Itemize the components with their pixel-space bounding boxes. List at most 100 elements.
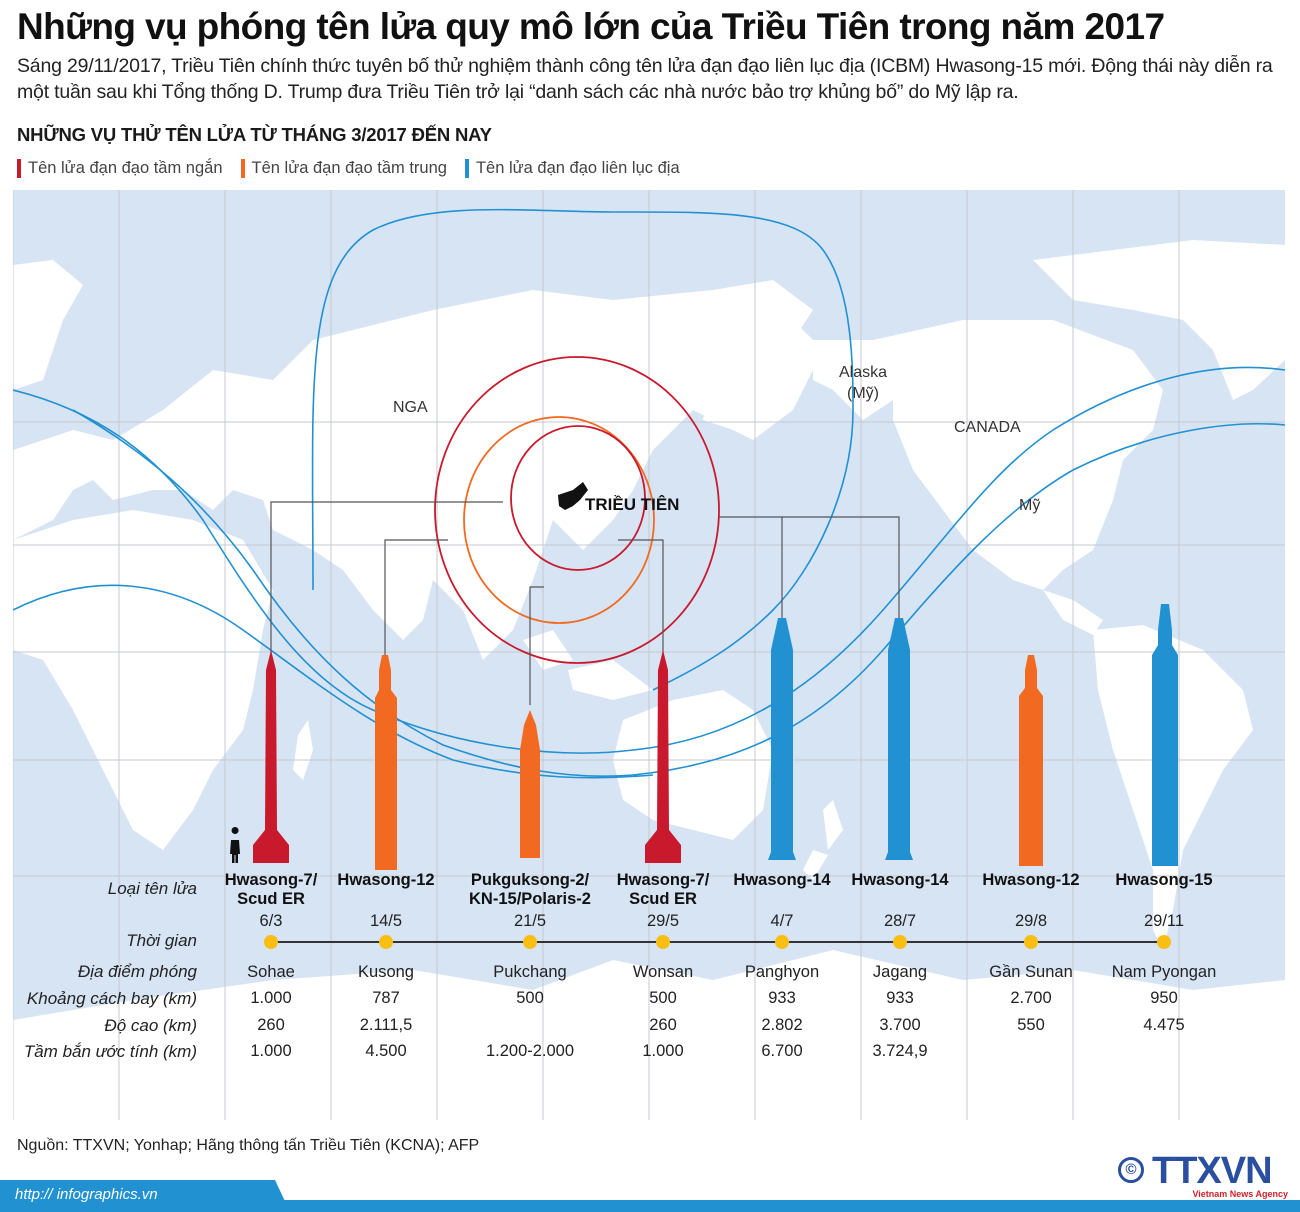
missile-name: Pukguksong-2/ — [470, 871, 590, 889]
altitude: 3.700 — [879, 1016, 921, 1034]
logo-wordmark: TTXVN — [1152, 1150, 1273, 1192]
world-map: NGA TRIỀU TIÊN Alaska (Mỹ) CANADA Mỹ — [13, 190, 1285, 1120]
copyright-icon: © — [1118, 1157, 1144, 1183]
launch-date: 29/8 — [1014, 912, 1048, 930]
medium-range-swatch-icon — [240, 159, 245, 178]
footer-url-link[interactable]: http:// infographics.vn — [15, 1186, 158, 1203]
launch-date: 29/5 — [646, 912, 680, 930]
row-label-date: Thời gian — [126, 931, 197, 950]
launch-site: Gần Sunan — [989, 963, 1073, 981]
launch-date: 21/5 — [513, 912, 547, 930]
launch-site: Nam Pyongan — [1111, 963, 1217, 981]
launch-date: 29/11 — [1143, 912, 1185, 930]
leader-lines — [270, 501, 900, 705]
icbm-range-curves — [13, 208, 1285, 779]
label-north-korea: TRIỀU TIÊN — [585, 495, 680, 514]
north-korea-shape-icon — [558, 482, 588, 510]
legend-item-medium-range: Tên lửa đạn đạo tầm trung — [240, 159, 447, 178]
launch-date: 28/7 — [883, 912, 917, 930]
launch-site: Wonsan — [632, 963, 694, 981]
launch-col-6: Hwasong-14 — [851, 871, 948, 890]
missile-name: Hwasong-15 — [1115, 871, 1213, 889]
missile-hwasong-7-icon — [253, 650, 289, 863]
flight-distance: 933 — [886, 989, 914, 1007]
est-range: 1.000 — [642, 1042, 684, 1060]
launch-date: 4/7 — [770, 912, 794, 930]
row-label-type: Loại tên lửa — [107, 879, 197, 898]
launch-col-2: Hwasong-12 — [337, 871, 434, 890]
launch-site: Jagang — [872, 963, 928, 981]
legend-label: Tên lửa đạn đạo tầm trung — [251, 159, 447, 177]
flight-distance: 933 — [768, 989, 796, 1007]
flight-distance: 787 — [372, 989, 400, 1007]
row-label-site: Địa điểm phóng — [77, 962, 197, 981]
footer-bar — [0, 1200, 1300, 1212]
missile-name: Hwasong-7/ — [616, 871, 710, 889]
est-range: 1.200-2.000 — [485, 1042, 575, 1060]
launch-site: Kusong — [358, 963, 414, 981]
missile-name: Hwasong-14 — [733, 871, 831, 889]
missile-hwasong-7-second-icon — [645, 650, 681, 863]
outer-short-range-ring — [434, 356, 720, 664]
inner-short-range-ring — [510, 425, 646, 571]
legend-label: Tên lửa đạn đạo tầm ngắn — [28, 159, 223, 177]
label-alaska-sub: (Mỹ) — [847, 385, 879, 402]
altitude: 260 — [649, 1016, 677, 1034]
est-range: 3.724,9 — [872, 1042, 928, 1060]
missile-name: Hwasong-12 — [982, 871, 1080, 889]
timeline-dot — [523, 935, 537, 949]
est-range: 1.000 — [250, 1042, 292, 1060]
map-graphic — [13, 190, 1285, 1120]
launch-site: Sohae — [247, 963, 295, 981]
missile-name-2: Scud ER — [237, 890, 305, 908]
label-usa: Mỹ — [1019, 497, 1041, 514]
row-label-range: Tầm bắn ước tính (km) — [23, 1042, 197, 1061]
timeline-dot — [656, 935, 670, 949]
launch-col-4: Hwasong-7/ Scud ER — [617, 871, 710, 909]
missile-name: Hwasong-7/ — [224, 871, 318, 889]
map-grid — [13, 190, 1285, 1120]
launch-date: 6/3 — [259, 912, 283, 930]
altitude: 2.802 — [761, 1016, 803, 1034]
flight-distance: 500 — [516, 989, 544, 1007]
icbm-swatch-icon — [464, 159, 469, 178]
missile-silhouettes — [230, 604, 1178, 870]
launch-col-1: Hwasong-7/ Scud ER — [225, 871, 318, 909]
missile-name: Hwasong-12 — [337, 871, 435, 889]
label-russia: NGA — [393, 399, 428, 416]
timeline-dot — [775, 935, 789, 949]
missile-name-2: Scud ER — [629, 890, 697, 908]
missile-name: Hwasong-14 — [851, 871, 949, 889]
launch-col-3: Pukguksong-2/ KN-15/Polaris-2 — [469, 871, 591, 909]
missile-hwasong-15-icon — [1152, 604, 1178, 866]
flight-distance: 500 — [649, 989, 677, 1007]
launch-col-7: Hwasong-12 — [982, 871, 1079, 890]
timeline-line — [271, 941, 1164, 943]
timeline-dot — [893, 935, 907, 949]
launch-site: Pukchang — [493, 963, 567, 981]
label-alaska-name: Alaska — [839, 364, 888, 381]
missile-hwasong-14-second-icon — [885, 618, 913, 860]
legend-label: Tên lửa đạn đạo liên lục địa — [475, 159, 680, 177]
launch-site: Panghyon — [744, 963, 820, 981]
row-label-distance: Khoảng cách bay (km) — [26, 989, 197, 1008]
source-credit: Nguồn: TTXVN; Yonhap; Hãng thông tấn Tri… — [17, 1137, 480, 1154]
timeline-dot — [1024, 935, 1038, 949]
est-range: 4.500 — [365, 1042, 407, 1060]
altitude: 4.475 — [1143, 1016, 1185, 1034]
medium-range-ring — [463, 416, 655, 624]
flight-distance: 2.700 — [1010, 989, 1052, 1007]
label-canada: CANADA — [954, 419, 1021, 436]
footer-url-tab — [0, 1180, 290, 1212]
person-scale-icon — [230, 827, 240, 863]
missile-hwasong-14-icon — [768, 618, 796, 860]
section-subhead: NHỮNG VỤ THỬ TÊN LỬA TỪ THÁNG 3/2017 ĐẾN… — [17, 124, 492, 145]
launch-col-8: Hwasong-15 — [1115, 871, 1212, 890]
row-label-altitude: Độ cao (km) — [104, 1016, 197, 1035]
est-range: 6.700 — [761, 1042, 803, 1060]
missile-name-2: KN-15/Polaris-2 — [469, 890, 591, 908]
label-alaska: Alaska (Mỹ) — [839, 362, 887, 404]
flight-distance: 1.000 — [250, 989, 292, 1007]
flight-distance: 950 — [1150, 989, 1178, 1007]
timeline-dot — [264, 935, 278, 949]
